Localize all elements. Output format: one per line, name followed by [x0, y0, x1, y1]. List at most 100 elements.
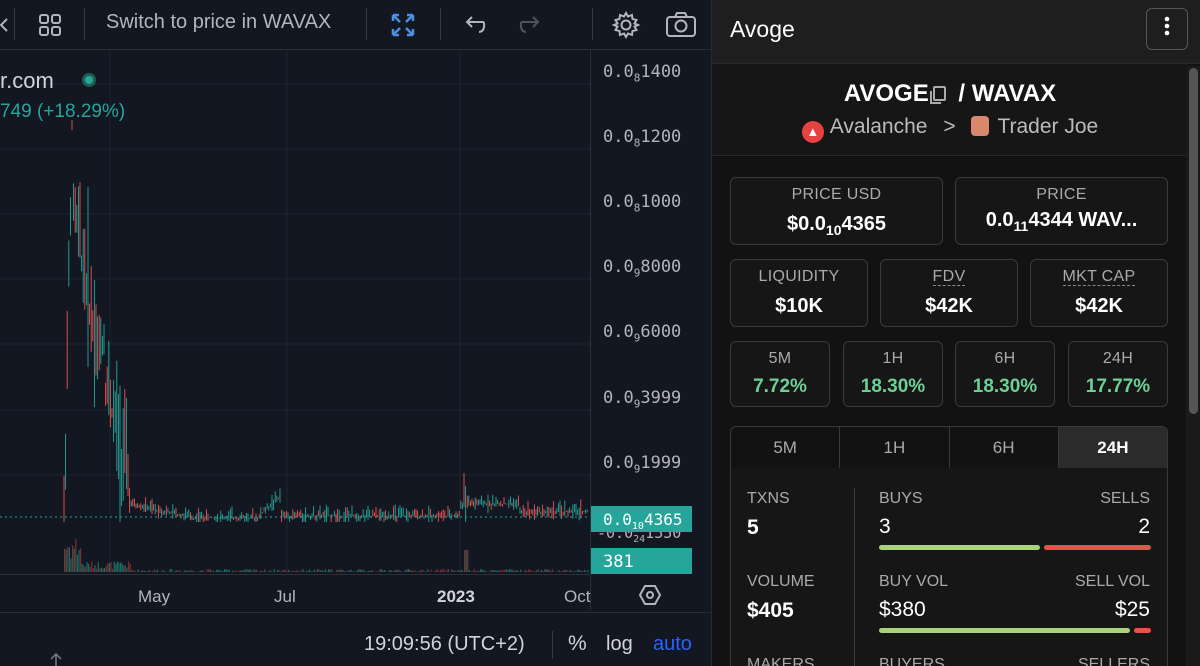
volume-value: $405	[747, 599, 794, 622]
panel-scrollbar[interactable]	[1186, 66, 1200, 666]
volume-bar	[470, 571, 472, 572]
volume-bar	[310, 571, 312, 572]
timezone-clock[interactable]: 19:09:56 (UTC+2)	[364, 633, 525, 655]
volume-bar	[441, 569, 443, 572]
txns-value: 5	[747, 516, 759, 539]
trader-joe-logo-icon	[971, 116, 990, 136]
time-tick: 2023	[437, 587, 475, 606]
volume-bar	[92, 568, 94, 572]
volume-bar	[348, 570, 350, 572]
volume-bar	[566, 569, 568, 572]
volume-bar	[460, 569, 462, 572]
volume-bar	[451, 569, 453, 572]
price-usd-label: PRICE USD	[791, 186, 882, 203]
volume-bar	[584, 569, 586, 572]
volume-bar	[398, 570, 400, 572]
indicators-grid-icon[interactable]	[34, 8, 66, 42]
volume-bar	[244, 569, 246, 572]
volume-bar	[409, 569, 411, 572]
price-axis[interactable]: 0.081400 0.081200 0.081000 0.098000 0.096000…	[590, 50, 711, 610]
volume-bar	[68, 547, 70, 572]
volume-bar	[78, 549, 80, 572]
fullscreen-icon[interactable]	[387, 8, 419, 42]
volume-bar	[252, 569, 254, 572]
chart-pane[interactable]: Switch to price in WAVAX	[0, 0, 711, 666]
volume-bar	[200, 570, 202, 572]
camera-icon[interactable]	[663, 8, 699, 42]
volume-bar	[582, 571, 584, 572]
volume-bar	[249, 569, 251, 572]
volume-bar	[179, 570, 181, 572]
scrollbar-thumb[interactable]	[1189, 68, 1198, 414]
change-6h-card[interactable]: 6H 18.30%	[955, 341, 1055, 407]
auto-scale-toggle[interactable]: auto	[653, 633, 692, 655]
time-axis[interactable]: May Jul 2023 Oct	[0, 574, 590, 612]
volume-bar	[145, 571, 147, 572]
volume-bar	[212, 570, 214, 572]
chain-link[interactable]: Avalanche	[829, 115, 928, 138]
chart-settings-hex-icon[interactable]	[636, 580, 664, 610]
switch-price-button[interactable]: Switch to price in WAVAX	[106, 11, 332, 33]
price-tick: 0.081400	[603, 62, 682, 85]
volume-bar	[262, 570, 264, 572]
volume-bar	[108, 563, 110, 572]
redo-icon[interactable]	[515, 8, 545, 42]
volume-bar	[492, 570, 494, 572]
chart-grid	[0, 50, 590, 574]
tab-1h[interactable]: 1H	[840, 427, 950, 468]
pair-summary: AVOGE / WAVAX ▲ Avalanche > Trader Joe	[712, 64, 1188, 156]
volume-bar	[528, 569, 530, 572]
volume-bar	[102, 568, 104, 572]
volume-bar	[515, 570, 517, 572]
volume-bar	[504, 569, 506, 572]
sell-vol-value: $25	[1114, 598, 1150, 621]
price-chart-plot[interactable]	[0, 50, 590, 574]
tab-5m[interactable]: 5M	[731, 427, 841, 468]
undo-icon[interactable]	[460, 8, 490, 42]
copy-icon[interactable]	[929, 86, 946, 104]
volume-bar	[235, 570, 237, 572]
percent-scale-toggle[interactable]: %	[568, 632, 587, 655]
change-5m-card[interactable]: 5M 7.72%	[730, 341, 830, 407]
change-label: 5M	[768, 350, 792, 367]
volume-bar	[305, 570, 307, 572]
volume-bar	[400, 570, 402, 572]
bottom-bar-divider	[552, 631, 553, 659]
volume-bar	[577, 569, 579, 572]
change-24h-card[interactable]: 24H 17.77%	[1068, 341, 1168, 407]
volume-bar	[331, 569, 333, 572]
volume-bar	[361, 569, 363, 572]
change-1h-card[interactable]: 1H 18.30%	[843, 341, 943, 407]
dex-link[interactable]: Trader Joe	[997, 115, 1099, 138]
settings-gear-icon[interactable]	[609, 8, 643, 42]
volume-bar	[193, 571, 195, 572]
volume-bar	[232, 570, 234, 572]
log-scale-toggle[interactable]: log	[606, 633, 633, 655]
more-menu-button[interactable]	[1146, 8, 1188, 50]
volume-bar	[336, 569, 338, 572]
volume-bar	[510, 569, 512, 572]
volume-bar	[516, 570, 518, 572]
sellers-label: SELLERS	[1077, 656, 1150, 666]
volume-bar	[473, 569, 475, 572]
tab-24h[interactable]: 24H	[1058, 427, 1167, 468]
volume-bar	[206, 569, 208, 572]
volume-bar	[531, 570, 533, 572]
scroll-up-arrow-icon[interactable]	[46, 651, 66, 666]
volume-bar	[526, 570, 528, 572]
volume-bar	[404, 570, 406, 572]
back-arrow-icon[interactable]	[0, 8, 14, 42]
volume-bar	[291, 570, 293, 572]
volume-bar	[475, 571, 477, 572]
volume-bar	[318, 569, 320, 572]
volume-bar	[276, 570, 278, 572]
volume-bar	[497, 570, 499, 572]
chart-toolbar: Switch to price in WAVAX	[0, 0, 711, 50]
volume-bar	[211, 571, 213, 572]
toolbar-divider	[14, 8, 15, 40]
tab-6h[interactable]: 6H	[950, 427, 1059, 468]
volume-bar	[187, 570, 189, 572]
volume-bar	[393, 570, 395, 572]
volume-bar	[100, 567, 102, 572]
volume-bar	[571, 571, 573, 572]
